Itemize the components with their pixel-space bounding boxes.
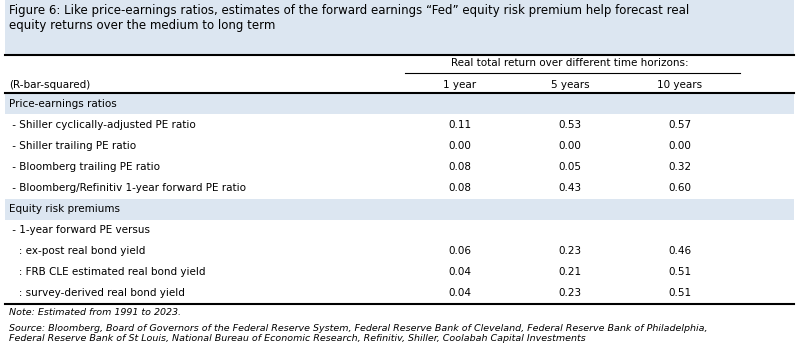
Bar bbox=[5, 93, 794, 114]
Text: 0.23: 0.23 bbox=[559, 289, 582, 298]
Text: 0.21: 0.21 bbox=[559, 268, 582, 277]
Text: Figure 6: Like price-earnings ratios, estimates of the forward earnings “Fed” eq: Figure 6: Like price-earnings ratios, es… bbox=[9, 4, 690, 32]
Bar bbox=[5, 198, 794, 220]
Text: 0.46: 0.46 bbox=[669, 246, 692, 256]
Text: 0.11: 0.11 bbox=[448, 120, 471, 130]
Text: 1 year: 1 year bbox=[443, 80, 476, 90]
Text: 0.60: 0.60 bbox=[669, 183, 691, 193]
Text: 0.04: 0.04 bbox=[448, 268, 471, 277]
Text: 0.00: 0.00 bbox=[559, 141, 582, 151]
Text: 0.08: 0.08 bbox=[448, 162, 471, 172]
Text: 0.53: 0.53 bbox=[559, 120, 582, 130]
Text: : FRB CLE estimated real bond yield: : FRB CLE estimated real bond yield bbox=[9, 268, 205, 277]
Text: - Shiller cyclically-adjusted PE ratio: - Shiller cyclically-adjusted PE ratio bbox=[9, 120, 196, 130]
Text: - Bloomberg/Refinitiv 1-year forward PE ratio: - Bloomberg/Refinitiv 1-year forward PE … bbox=[9, 183, 246, 193]
Text: 0.05: 0.05 bbox=[559, 162, 582, 172]
Text: 0.57: 0.57 bbox=[669, 120, 692, 130]
Text: 0.06: 0.06 bbox=[448, 246, 471, 256]
Text: - Shiller trailing PE ratio: - Shiller trailing PE ratio bbox=[9, 141, 136, 151]
Text: 0.04: 0.04 bbox=[448, 289, 471, 298]
Text: 0.00: 0.00 bbox=[448, 141, 471, 151]
Text: 0.51: 0.51 bbox=[669, 268, 692, 277]
Text: Price-earnings ratios: Price-earnings ratios bbox=[9, 98, 117, 109]
Text: 0.00: 0.00 bbox=[669, 141, 691, 151]
Text: Note: Estimated from 1991 to 2023.: Note: Estimated from 1991 to 2023. bbox=[9, 308, 181, 317]
Text: 0.32: 0.32 bbox=[669, 162, 692, 172]
Text: 0.43: 0.43 bbox=[559, 183, 582, 193]
Text: 0.08: 0.08 bbox=[448, 183, 471, 193]
Text: - 1-year forward PE versus: - 1-year forward PE versus bbox=[9, 225, 150, 235]
Text: 5 years: 5 years bbox=[551, 80, 590, 90]
Text: : ex-post real bond yield: : ex-post real bond yield bbox=[9, 246, 145, 256]
Bar bbox=[5, 0, 794, 55]
Text: 0.23: 0.23 bbox=[559, 246, 582, 256]
Text: 0.51: 0.51 bbox=[669, 289, 692, 298]
Text: 10 years: 10 years bbox=[658, 80, 702, 90]
Text: Source: Bloomberg, Board of Governors of the Federal Reserve System, Federal Res: Source: Bloomberg, Board of Governors of… bbox=[9, 324, 707, 344]
Text: : survey-derived real bond yield: : survey-derived real bond yield bbox=[9, 289, 185, 298]
Text: (R-bar-squared): (R-bar-squared) bbox=[9, 80, 90, 90]
Text: Equity risk premiums: Equity risk premiums bbox=[9, 204, 120, 214]
Text: Real total return over different time horizons:: Real total return over different time ho… bbox=[451, 58, 689, 68]
Text: - Bloomberg trailing PE ratio: - Bloomberg trailing PE ratio bbox=[9, 162, 160, 172]
